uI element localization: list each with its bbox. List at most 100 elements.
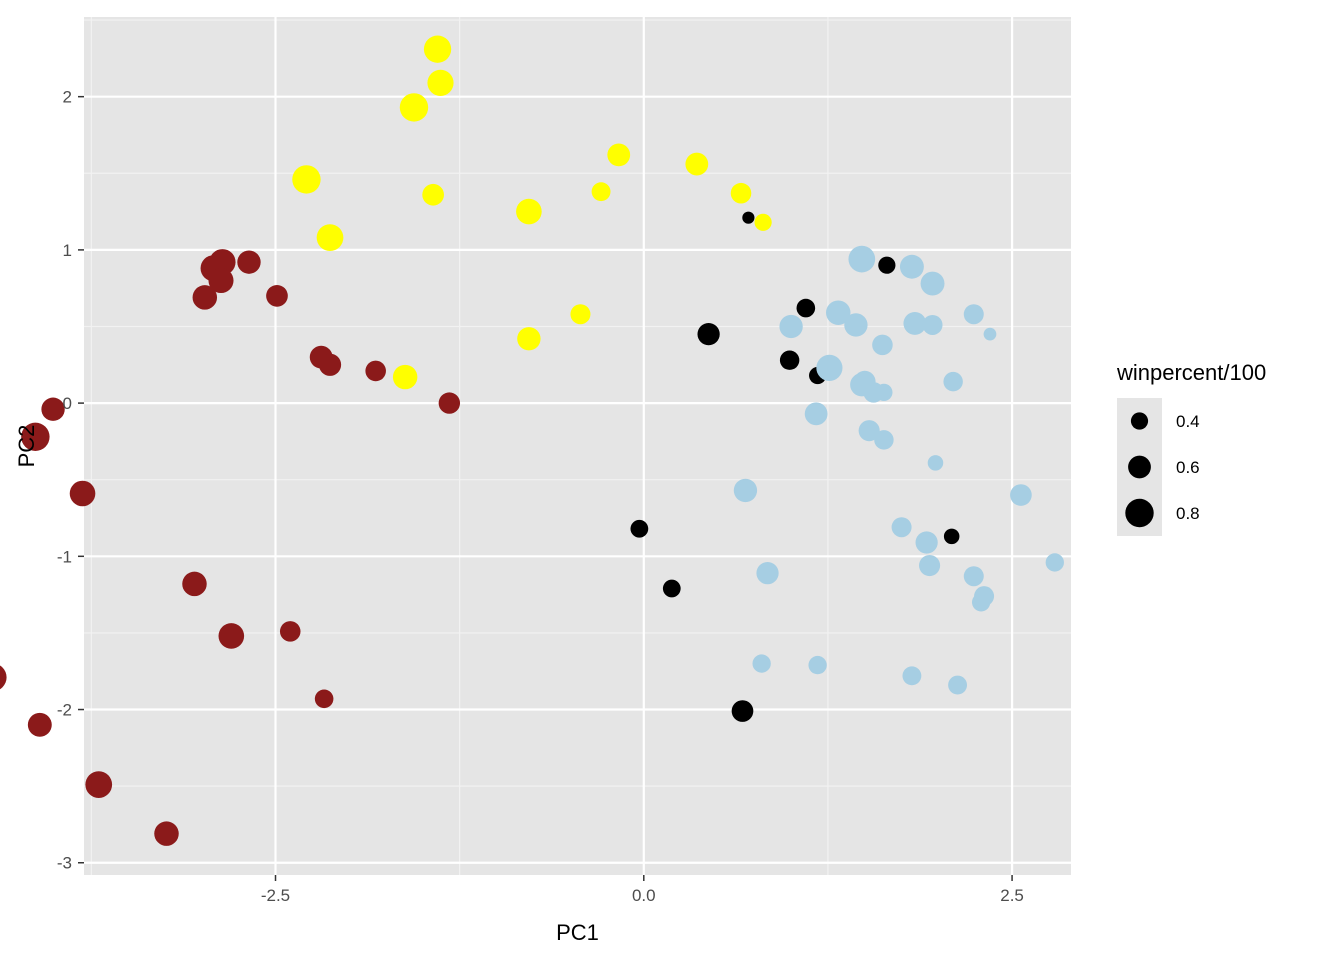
legend-key-circle: [1130, 412, 1149, 430]
y-tick-label: -1: [57, 547, 72, 566]
data-point: [662, 579, 681, 598]
data-point: [570, 304, 591, 325]
data-point: [875, 383, 893, 401]
data-point: [218, 623, 245, 649]
data-point: [438, 392, 461, 414]
data-point: [948, 675, 968, 695]
minor-gridlines: [84, 17, 1071, 875]
data-point: [808, 655, 827, 675]
size-legend: winpercent/100 0.4 0.6 0.8: [1116, 360, 1266, 536]
data-point: [516, 198, 542, 225]
y-tick-label: 2: [63, 88, 72, 107]
data-point: [915, 531, 938, 554]
y-axis-title: PC2: [14, 425, 39, 468]
data-point: [742, 211, 755, 224]
data-point: [858, 420, 880, 442]
data-point: [192, 285, 218, 310]
data-point: [41, 397, 65, 421]
data-point: [279, 621, 301, 642]
data-point: [826, 300, 851, 325]
legend-key-circle: [1128, 455, 1151, 479]
data-point: [878, 256, 896, 274]
data-point: [0, 665, 7, 690]
legend-label: 0.8: [1176, 504, 1200, 523]
data-point: [399, 93, 429, 122]
data-point: [848, 245, 876, 273]
data-point: [427, 69, 454, 96]
data-point: [927, 455, 944, 471]
data-point: [1010, 484, 1032, 506]
legend-label: 0.4: [1176, 412, 1200, 431]
x-tick-label: 0.0: [632, 886, 656, 905]
data-point: [844, 313, 868, 337]
data-point: [392, 364, 418, 390]
y-axis: -3 -2 -1 0 1 2: [57, 88, 84, 873]
data-point: [756, 562, 779, 585]
data-point: [922, 314, 943, 335]
data-point: [316, 224, 344, 251]
data-point: [779, 314, 803, 339]
data-point: [919, 554, 941, 577]
data-point: [237, 250, 261, 274]
data-point: [209, 249, 236, 276]
data-point: [1045, 553, 1064, 572]
data-point: [365, 360, 386, 382]
data-point: [69, 480, 96, 507]
data-point: [314, 689, 334, 709]
data-point: [971, 593, 991, 612]
data-point: [27, 712, 52, 737]
data-point: [903, 312, 927, 335]
data-point: [266, 285, 288, 307]
data-point: [754, 213, 772, 231]
data-point: [874, 430, 894, 450]
data-point: [292, 165, 321, 194]
x-tick-label: 2.5: [1000, 886, 1024, 905]
data-point: [730, 182, 752, 204]
data-point: [630, 519, 649, 538]
y-tick-label: -2: [57, 701, 72, 720]
y-tick-label: 1: [63, 241, 72, 260]
major-gridlines: [84, 17, 1071, 875]
data-point: [733, 478, 758, 503]
legend-title: winpercent/100: [1116, 360, 1266, 385]
data-point: [899, 254, 924, 279]
data-point: [752, 654, 771, 673]
data-point: [591, 182, 611, 202]
data-point: [963, 566, 984, 587]
data-point: [685, 152, 709, 176]
data-point: [208, 268, 234, 294]
data-point: [983, 327, 997, 341]
data-point: [517, 327, 541, 351]
y-tick-label: 0: [63, 394, 72, 413]
data-point: [318, 353, 342, 376]
x-tick-label: -2.5: [261, 886, 290, 905]
data-point: [607, 143, 631, 167]
data-point: [891, 517, 912, 538]
data-points: [0, 35, 1064, 846]
data-point: [422, 183, 444, 206]
plot-panel: [84, 17, 1071, 875]
data-point: [697, 323, 720, 346]
data-point: [154, 821, 179, 846]
legend-key-circle: [1125, 498, 1154, 528]
data-point: [21, 422, 50, 452]
data-point: [796, 298, 816, 318]
data-point: [943, 371, 963, 392]
y-tick-label: -3: [57, 854, 72, 873]
data-point: [182, 571, 207, 597]
data-point: [963, 304, 984, 325]
x-axis: -2.5 0.0 2.5: [261, 875, 1024, 905]
data-point: [902, 666, 922, 686]
data-point: [423, 35, 452, 63]
data-point: [804, 402, 828, 426]
data-point: [872, 334, 893, 356]
data-point: [920, 271, 945, 296]
legend-label: 0.6: [1176, 458, 1200, 477]
data-point: [731, 700, 754, 722]
data-point: [779, 350, 800, 370]
data-point: [943, 528, 960, 545]
data-point: [816, 354, 843, 381]
data-point: [85, 771, 113, 798]
x-axis-title: PC1: [556, 920, 599, 945]
